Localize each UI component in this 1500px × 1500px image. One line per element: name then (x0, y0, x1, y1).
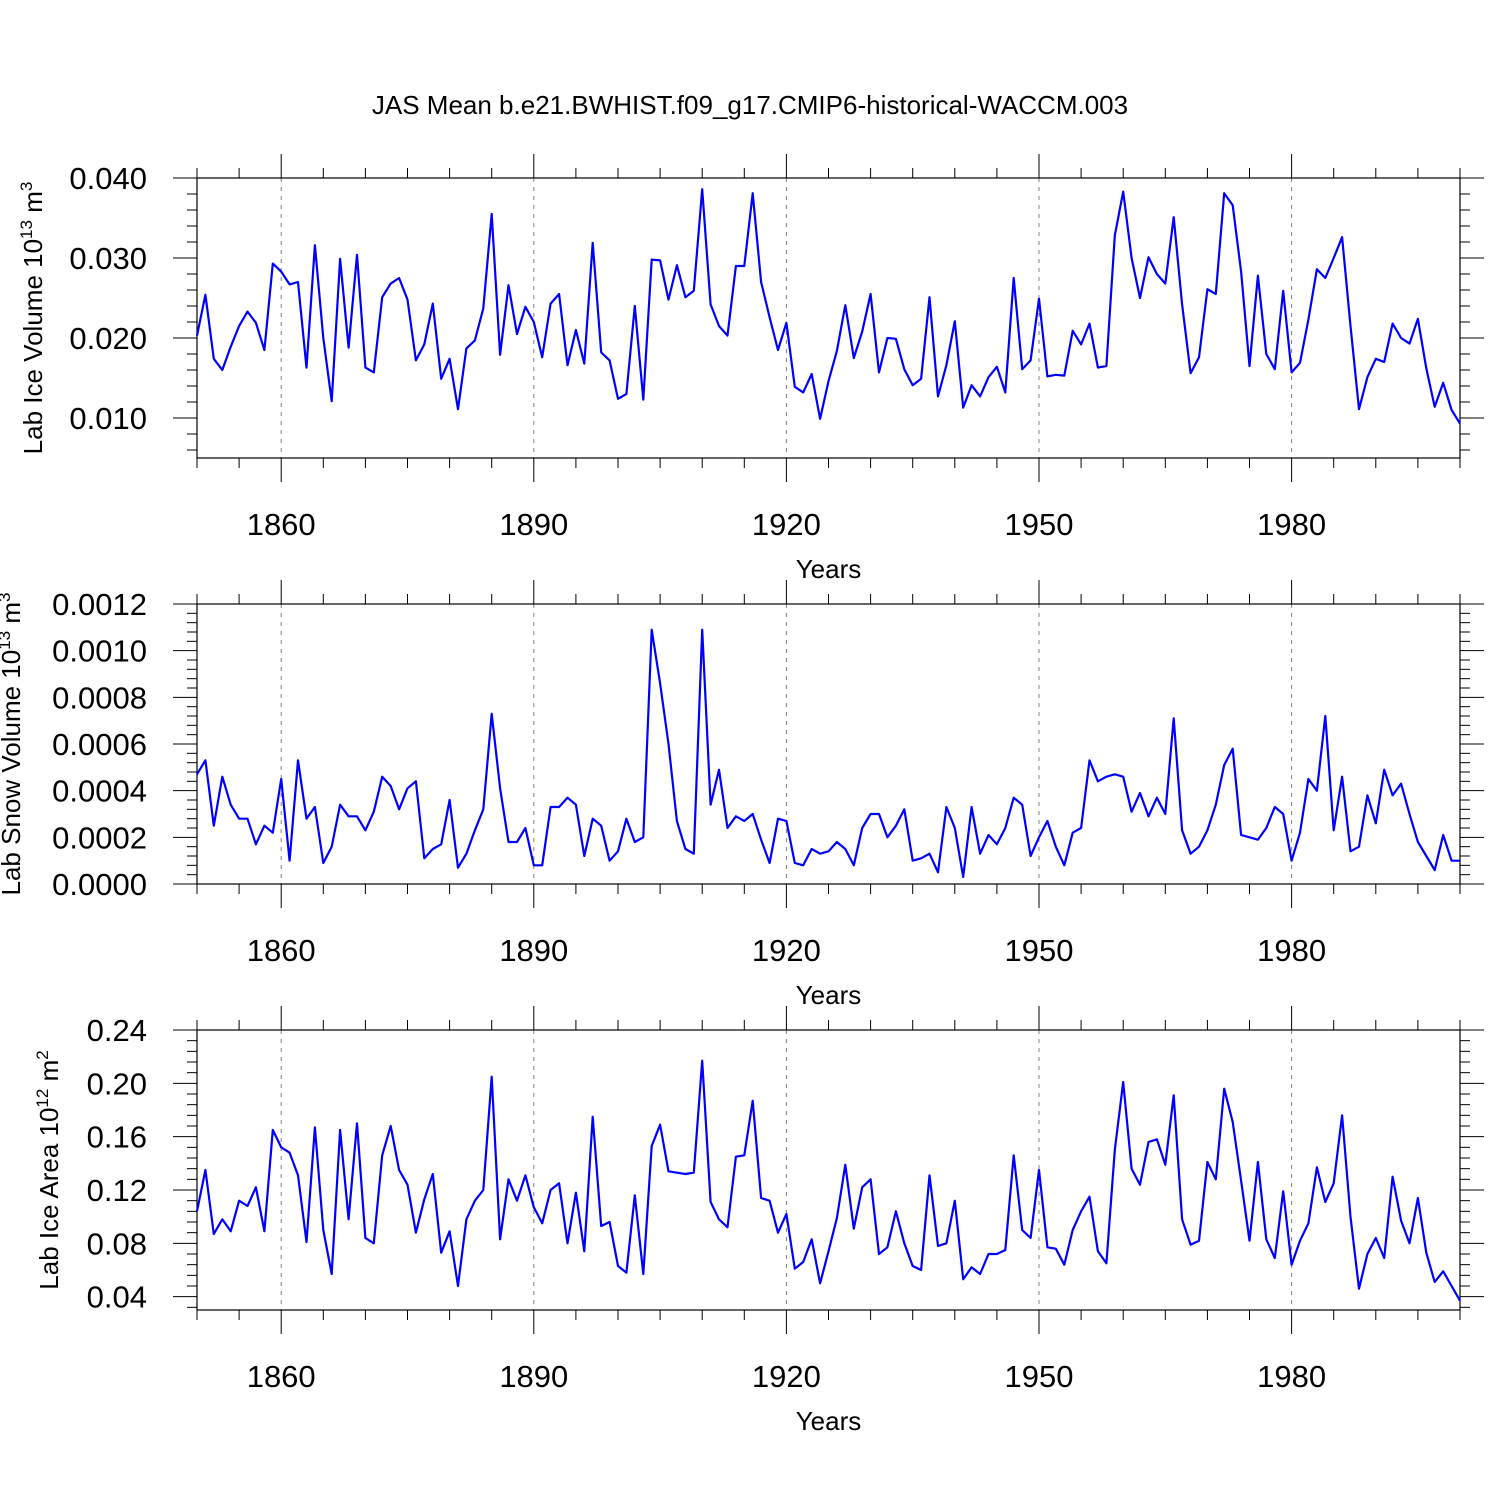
x-tick-label: 1890 (499, 1359, 568, 1394)
y-tick-label: 0.0004 (52, 774, 147, 809)
y-tick-label: 0.0002 (52, 820, 147, 855)
y-tick-label: 0.010 (69, 401, 147, 436)
y-axis-label: Lab Ice Area 1012 m2 (33, 1050, 64, 1289)
x-tick-label: 1980 (1257, 1359, 1326, 1394)
x-tick-label: 1890 (499, 933, 568, 968)
x-axis-label: Years (796, 554, 862, 584)
y-tick-label: 0.040 (69, 161, 147, 196)
y-tick-label: 0.0012 (52, 587, 147, 622)
plot-frame (196, 1029, 1461, 1311)
x-tick-label: 1920 (752, 1359, 821, 1394)
plot-frame (196, 177, 1461, 459)
series-line (195, 188, 1461, 425)
y-tick-label: 0.030 (69, 241, 147, 276)
y-tick-label: 0.08 (87, 1226, 147, 1261)
y-axis-label: Lab Ice Volume 1013 m3 (17, 182, 48, 455)
x-tick-label: 1860 (247, 507, 316, 542)
y-tick-label: 0.0000 (52, 867, 147, 902)
y-axis-label: Lab Snow Volume 1013 m3 (0, 592, 26, 895)
chart-title: JAS Mean b.e21.BWHIST.f09_g17.CMIP6-hist… (372, 90, 1128, 120)
x-tick-label: 1920 (752, 507, 821, 542)
x-tick-label: 1980 (1257, 933, 1326, 968)
y-tick-label: 0.12 (87, 1173, 147, 1208)
series-line (196, 628, 1460, 879)
y-tick-label: 0.0006 (52, 727, 147, 762)
y-tick-label: 0.20 (87, 1066, 147, 1101)
x-tick-label: 1980 (1257, 507, 1326, 542)
panel-3: 1860 1890 1920 1950 1980 0.04 0.08 0.12 0.16 0.20… (33, 1006, 1484, 1436)
panel-1: 1860 1890 1920 1950 1980 0.010 0.020 0.030 0.040… (17, 154, 1484, 584)
x-tick-label: 1950 (1005, 1359, 1074, 1394)
y-tick-label: 0.16 (87, 1120, 147, 1155)
panels: 1860 1890 1920 1950 19800.0100.0200.0300.040… (0, 154, 1484, 1436)
x-axis-label: Years (796, 980, 862, 1010)
x-axis-label: Years (796, 1406, 862, 1436)
y-tick-label: 0.0008 (52, 680, 147, 715)
panel-2: 1860 1890 1920 1950 1980 0.0000 0.0002 0.0004 0.… (0, 580, 1484, 1010)
y-tick-label: 0.0010 (52, 634, 147, 669)
x-tick-label: 1860 (247, 1359, 316, 1394)
x-tick-label: 1920 (752, 933, 821, 968)
y-tick-label: 0.020 (69, 321, 147, 356)
x-tick-label: 1950 (1005, 507, 1074, 542)
x-tick-label: 1890 (499, 507, 568, 542)
y-tick-label: 0.24 (87, 1013, 147, 1048)
series-line (195, 1059, 1461, 1302)
y-tick-label: 0.04 (87, 1280, 147, 1315)
plot-frame (196, 603, 1461, 885)
x-tick-label: 1950 (1005, 933, 1074, 968)
x-tick-label: 1860 (247, 933, 316, 968)
